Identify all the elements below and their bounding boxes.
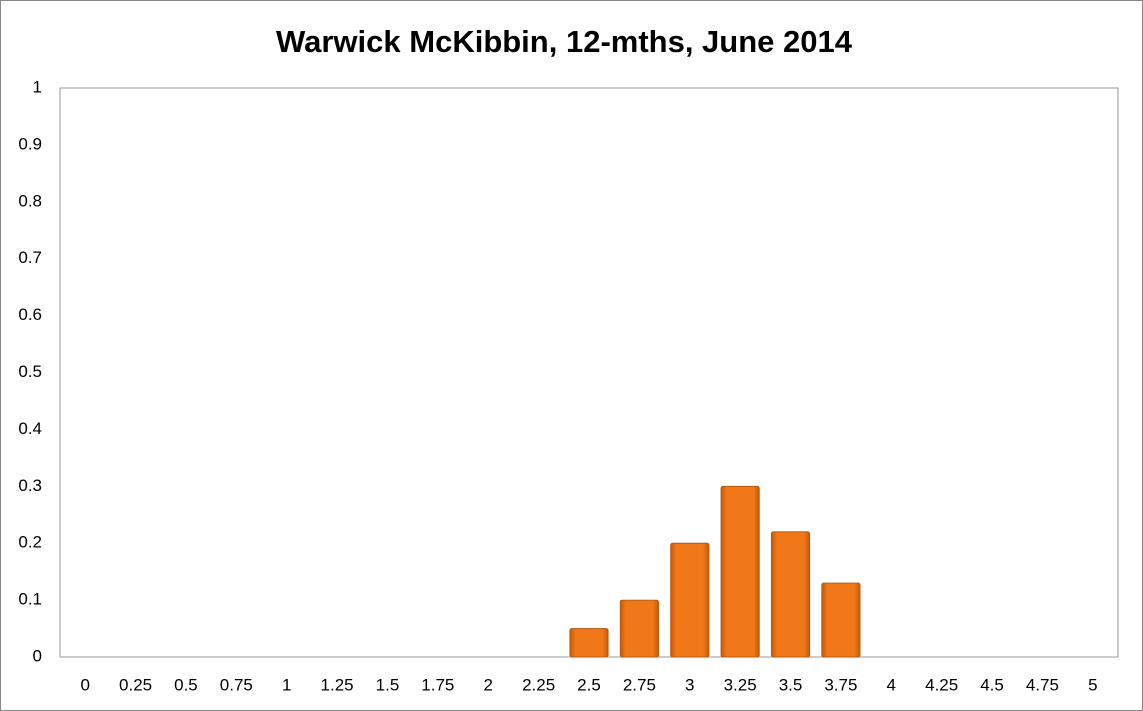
bar: [619, 599, 659, 658]
y-tick-label: 0.8: [18, 191, 42, 210]
bar: [670, 542, 710, 658]
y-tick-label: 0.6: [18, 305, 42, 324]
x-tick-label: 3.75: [824, 675, 857, 694]
y-tick-label: 0.5: [18, 362, 42, 381]
x-tick-label: 1: [282, 675, 291, 694]
x-tick-label: 0.5: [174, 675, 198, 694]
x-tick-label: 0.75: [220, 675, 253, 694]
x-tick-label: 3: [685, 675, 694, 694]
x-tick-label: 2: [484, 675, 493, 694]
x-tick-label: 1.25: [321, 675, 354, 694]
chart-title: Warwick McKibbin, 12-mths, June 2014: [276, 24, 853, 59]
x-tick-label: 4.75: [1026, 675, 1059, 694]
bar: [770, 531, 811, 658]
bar: [720, 485, 760, 658]
x-tick-label: 4.25: [925, 675, 958, 694]
x-tick-label: 0.25: [119, 675, 152, 694]
x-tick-label: 2.25: [522, 675, 555, 694]
x-tick-label: 1.75: [421, 675, 454, 694]
y-tick-label: 0.7: [18, 248, 42, 267]
y-tick-label: 0.1: [18, 590, 42, 609]
bar: [569, 628, 609, 658]
x-tick-label: 5: [1088, 675, 1097, 694]
x-tick-label: 3.25: [724, 675, 757, 694]
y-tick-label: 0.3: [18, 476, 42, 495]
bar: [821, 582, 861, 658]
y-tick-label: 0.4: [18, 419, 42, 438]
x-tick-label: 3.5: [779, 675, 803, 694]
x-tick-label: 2.75: [623, 675, 656, 694]
y-tick-label: 0.9: [18, 134, 42, 153]
x-tick-label: 2.5: [577, 675, 601, 694]
y-tick-label: 0: [33, 646, 42, 665]
y-tick-label: 0.2: [18, 533, 42, 552]
x-tick-label: 4.5: [980, 675, 1004, 694]
x-tick-label: 0: [80, 675, 89, 694]
x-tick-label: 1.5: [376, 675, 400, 694]
y-tick-label: 1: [33, 77, 42, 96]
x-tick-label: 4: [887, 675, 896, 694]
